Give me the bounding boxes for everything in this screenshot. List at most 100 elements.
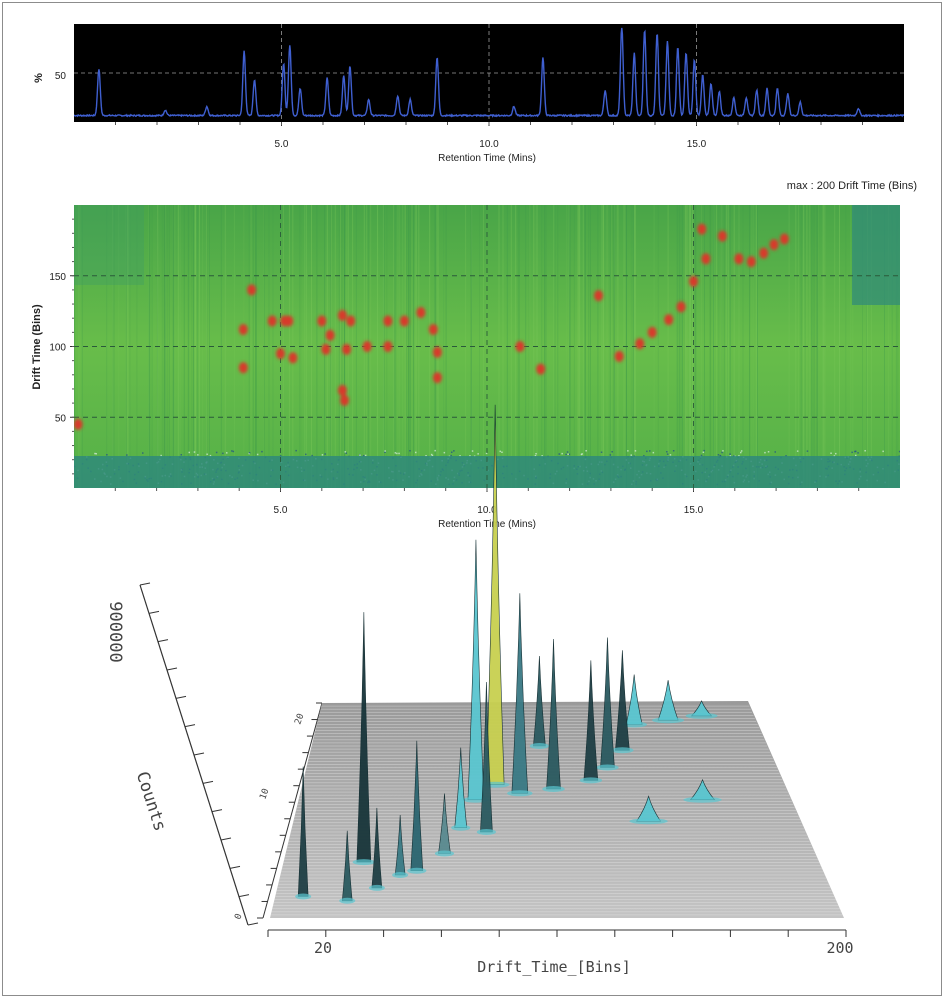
surface-depth-tick: 20 (293, 712, 306, 726)
driftscope-noise-dot (666, 451, 668, 453)
driftscope-noise-dot (450, 454, 452, 457)
driftscope-streak (683, 205, 685, 488)
surface-peak-base (368, 884, 385, 891)
driftscope-spot (399, 315, 409, 327)
driftscope-noise-dot (669, 454, 672, 456)
driftscope-streak (891, 205, 893, 488)
driftscope-noise-dot (738, 455, 740, 457)
driftscope-noise-dot (430, 453, 433, 456)
driftscope-streak (727, 205, 729, 488)
driftscope-streak (397, 205, 399, 488)
driftscope-noise-dot (106, 454, 108, 456)
driftscope-noise-dot (453, 450, 455, 452)
driftscope-noise-dot (248, 452, 250, 455)
driftscope-streak (817, 205, 819, 488)
driftscope-spot (697, 223, 707, 235)
driftscope-spot (288, 352, 298, 364)
driftscope-streak (177, 205, 179, 488)
driftscope-spot (664, 314, 674, 326)
chromatogram-x-tick: 5.0 (275, 139, 289, 150)
surface-peak (533, 655, 546, 747)
driftscope-y-tick: 50 (55, 413, 67, 424)
surface-peak (583, 660, 599, 781)
driftscope-streak (79, 205, 81, 488)
driftscope-noise-dot (898, 450, 900, 453)
driftscope-noise-dot (94, 452, 96, 455)
driftscope-streak (755, 205, 757, 488)
driftscope-spot (746, 256, 756, 268)
driftscope-noise-dot (721, 451, 723, 454)
surface-peak-base (685, 712, 718, 719)
driftscope-spot (759, 247, 769, 259)
driftscope-streak (151, 205, 153, 488)
driftscope-streak (602, 205, 604, 488)
driftscope-noise-dot (558, 453, 560, 455)
driftscope-noise-dot (425, 455, 427, 457)
driftscope-streak (684, 205, 686, 488)
driftscope-streak (243, 205, 245, 488)
driftscope-noise-dot (855, 454, 857, 457)
driftscope-noise-dot (321, 454, 324, 456)
driftscope-streak (609, 205, 611, 488)
surface-z-tick (229, 865, 241, 869)
driftscope-streak (692, 205, 694, 488)
surface-peak-base (542, 786, 565, 792)
driftscope-streak (809, 205, 811, 488)
driftscope-streak (529, 205, 531, 488)
driftscope-noise-dot (305, 453, 307, 456)
surface-peak-base (579, 777, 603, 784)
driftscope-streak (845, 205, 847, 488)
driftscope-noise-dot (541, 455, 543, 457)
driftscope-streak (862, 205, 863, 488)
driftscope-noise-dot (854, 450, 856, 453)
driftscope-streak (233, 205, 235, 488)
surface-peak-base (652, 717, 685, 724)
driftscope-noise-dot (796, 450, 799, 452)
driftscope-noise-dot (729, 453, 731, 455)
driftscope-streak (412, 205, 414, 488)
chromatogram-y-label: % (33, 73, 45, 83)
driftscope-noise-dot (722, 450, 724, 452)
driftscope-streak (900, 205, 901, 488)
driftscope-noise-dot (649, 450, 651, 452)
driftscope-noise-dot (206, 453, 208, 455)
surface-peak (615, 650, 630, 751)
driftscope-noise-dot (835, 452, 837, 455)
surface-peak (511, 593, 529, 794)
driftscope-streak (340, 205, 341, 488)
driftscope-streak (341, 205, 343, 488)
driftscope-noise-dot (611, 451, 613, 453)
driftscope-spot (321, 343, 331, 355)
driftscope-noise-dot (634, 450, 637, 452)
driftscope-streak (118, 205, 120, 488)
driftscope-noise-dot (215, 451, 218, 454)
driftscope-noise-dot (857, 452, 859, 454)
driftscope-streak (187, 205, 189, 488)
driftscope-spot (647, 326, 657, 338)
driftscope-streak (601, 205, 603, 488)
driftscope-spot (635, 338, 645, 350)
driftscope-noise-dot (311, 454, 313, 457)
driftscope-streak (603, 205, 604, 488)
driftscope-spot (325, 329, 335, 341)
driftscope-streak (577, 205, 579, 488)
driftscope-x-tick: 10.0 (477, 505, 497, 516)
driftscope-noise-dot (485, 452, 488, 455)
driftscope-streak (817, 205, 819, 488)
driftscope-streak (691, 205, 693, 488)
surface-peak (485, 404, 505, 785)
surface-peak-base (434, 850, 455, 857)
driftscope-streak (405, 205, 407, 488)
surface-z-tick (184, 724, 196, 728)
driftscope-streak (81, 205, 83, 488)
driftscope-spot (340, 394, 349, 406)
driftscope-streak (404, 205, 406, 488)
driftscope-noise-dot (585, 450, 587, 452)
driftscope-streak (557, 205, 559, 488)
surface-peak (480, 681, 493, 833)
driftscope-streak (161, 205, 163, 488)
driftscope-noise-dot (362, 455, 365, 457)
driftscope-x-tick: 5.0 (274, 505, 288, 516)
driftscope-streak (584, 205, 586, 488)
